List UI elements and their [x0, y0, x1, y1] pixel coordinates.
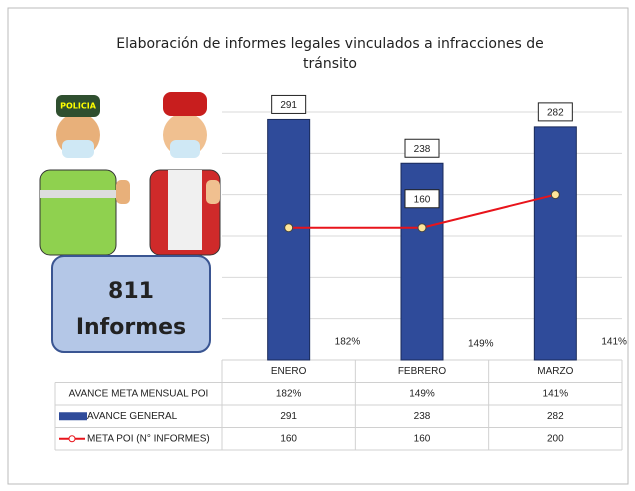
- category-label: MARZO: [537, 366, 573, 377]
- total-label: Informes: [76, 315, 186, 340]
- percent-label: 182%: [335, 337, 361, 348]
- svg-text:POLICIA: POLICIA: [60, 102, 97, 111]
- table-cell: 238: [414, 411, 431, 422]
- table-cell: 291: [280, 411, 297, 422]
- line-point: [551, 191, 559, 199]
- table-cell: 200: [547, 433, 564, 444]
- table-cell: 160: [414, 433, 431, 444]
- category-label: FEBRERO: [398, 366, 447, 377]
- legend-label: AVANCE GENERAL: [87, 411, 178, 422]
- legend-swatch: [59, 412, 87, 420]
- percent-label: 149%: [468, 339, 494, 350]
- bar-label: 238: [414, 144, 431, 155]
- category-label: ENERO: [271, 366, 307, 377]
- bar-label: 282: [547, 108, 564, 119]
- legend-label: META POI (N° INFORMES): [87, 433, 210, 444]
- line-point: [285, 224, 293, 232]
- table-cell: 149%: [409, 388, 435, 399]
- total-number: 811: [108, 279, 154, 304]
- bar-label: 291: [280, 100, 297, 111]
- table-cell: 160: [280, 433, 297, 444]
- page: Elaboración de informes legales vinculad…: [0, 0, 635, 491]
- percent-label: 141%: [601, 337, 627, 348]
- legend-swatch: [69, 436, 75, 442]
- line-point: [418, 224, 426, 232]
- table-cell: 182%: [276, 388, 302, 399]
- line-label: 160: [414, 194, 431, 205]
- bar: [268, 119, 310, 360]
- bar: [534, 127, 576, 360]
- table-cell: 141%: [543, 388, 569, 399]
- table-cell: 282: [547, 411, 564, 422]
- legend-label: AVANCE META MENSUAL POI: [69, 388, 209, 399]
